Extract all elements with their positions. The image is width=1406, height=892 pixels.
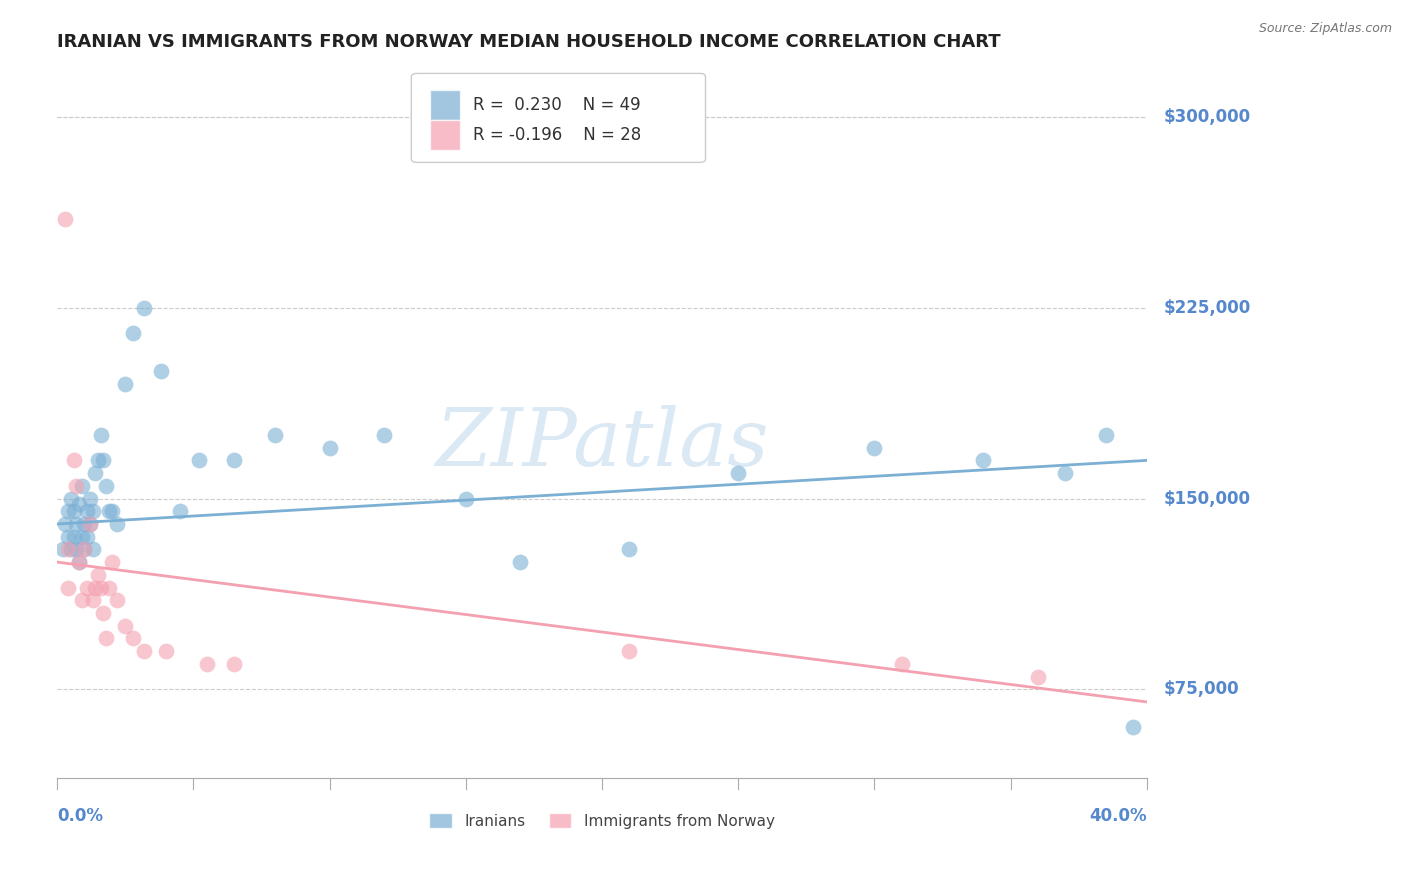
Point: [454, 491, 477, 506]
Point: [93, 606, 115, 620]
Point: [619, 542, 641, 557]
Point: [59, 542, 82, 557]
Text: ZIPatlas: ZIPatlas: [436, 405, 769, 483]
Point: [509, 555, 531, 569]
Text: 0.0%: 0.0%: [58, 807, 103, 825]
Point: [105, 516, 128, 531]
Point: [56, 530, 79, 544]
Point: [52, 542, 75, 557]
FancyBboxPatch shape: [412, 73, 706, 162]
Point: [155, 644, 177, 658]
Point: [67, 555, 90, 569]
Point: [96, 632, 118, 646]
Point: [224, 657, 246, 671]
Point: [169, 504, 191, 518]
Point: [56, 504, 79, 518]
Point: [134, 644, 156, 658]
Text: IRANIAN VS IMMIGRANTS FROM NORWAY MEDIAN HOUSEHOLD INCOME CORRELATION CHART: IRANIAN VS IMMIGRANTS FROM NORWAY MEDIAN…: [58, 33, 1001, 51]
Point: [76, 581, 98, 595]
Text: R =  0.230    N = 49: R = 0.230 N = 49: [474, 95, 641, 113]
Point: [90, 581, 112, 595]
Point: [62, 453, 84, 467]
Text: Source: ZipAtlas.com: Source: ZipAtlas.com: [1258, 22, 1392, 36]
Point: [82, 593, 104, 607]
Point: [73, 542, 96, 557]
Point: [73, 542, 96, 557]
Text: $75,000: $75,000: [1163, 681, 1239, 698]
Point: [114, 377, 136, 392]
Point: [90, 428, 112, 442]
Point: [87, 567, 110, 582]
Point: [187, 453, 209, 467]
Point: [73, 516, 96, 531]
Point: [105, 593, 128, 607]
Point: [65, 542, 87, 557]
Point: [1095, 428, 1118, 442]
Point: [96, 479, 118, 493]
Point: [224, 453, 246, 467]
Point: [70, 479, 93, 493]
Point: [79, 491, 101, 506]
Point: [70, 593, 93, 607]
Point: [122, 632, 145, 646]
Point: [79, 516, 101, 531]
Point: [373, 428, 395, 442]
Point: [134, 301, 156, 315]
Text: 40.0%: 40.0%: [1090, 807, 1147, 825]
Point: [619, 644, 641, 658]
Point: [727, 466, 749, 480]
Point: [62, 504, 84, 518]
Text: $150,000: $150,000: [1163, 490, 1250, 508]
Point: [76, 530, 98, 544]
Point: [62, 530, 84, 544]
Point: [59, 491, 82, 506]
Point: [863, 441, 886, 455]
Point: [149, 364, 172, 378]
Point: [972, 453, 994, 467]
Point: [93, 453, 115, 467]
Text: $225,000: $225,000: [1163, 299, 1250, 317]
Point: [264, 428, 287, 442]
Point: [65, 479, 87, 493]
Point: [67, 497, 90, 511]
Point: [53, 516, 76, 531]
Point: [84, 466, 107, 480]
Point: [1026, 669, 1049, 683]
Point: [56, 542, 79, 557]
Point: [56, 581, 79, 595]
Point: [79, 516, 101, 531]
Point: [890, 657, 912, 671]
Point: [114, 618, 136, 632]
Point: [1122, 720, 1144, 734]
Text: $300,000: $300,000: [1163, 108, 1250, 126]
Point: [87, 453, 110, 467]
Point: [82, 504, 104, 518]
Point: [76, 504, 98, 518]
Text: R = -0.196    N = 28: R = -0.196 N = 28: [474, 127, 641, 145]
Point: [82, 542, 104, 557]
Point: [67, 555, 90, 569]
Legend: Iranians, Immigrants from Norway: Iranians, Immigrants from Norway: [423, 806, 780, 835]
Point: [1054, 466, 1077, 480]
Point: [318, 441, 340, 455]
Point: [97, 504, 120, 518]
Point: [122, 326, 145, 341]
FancyBboxPatch shape: [430, 120, 460, 150]
Point: [65, 516, 87, 531]
Point: [100, 504, 122, 518]
Point: [97, 581, 120, 595]
FancyBboxPatch shape: [430, 90, 460, 120]
Point: [84, 581, 107, 595]
Point: [70, 530, 93, 544]
Point: [100, 555, 122, 569]
Point: [53, 211, 76, 226]
Point: [195, 657, 218, 671]
